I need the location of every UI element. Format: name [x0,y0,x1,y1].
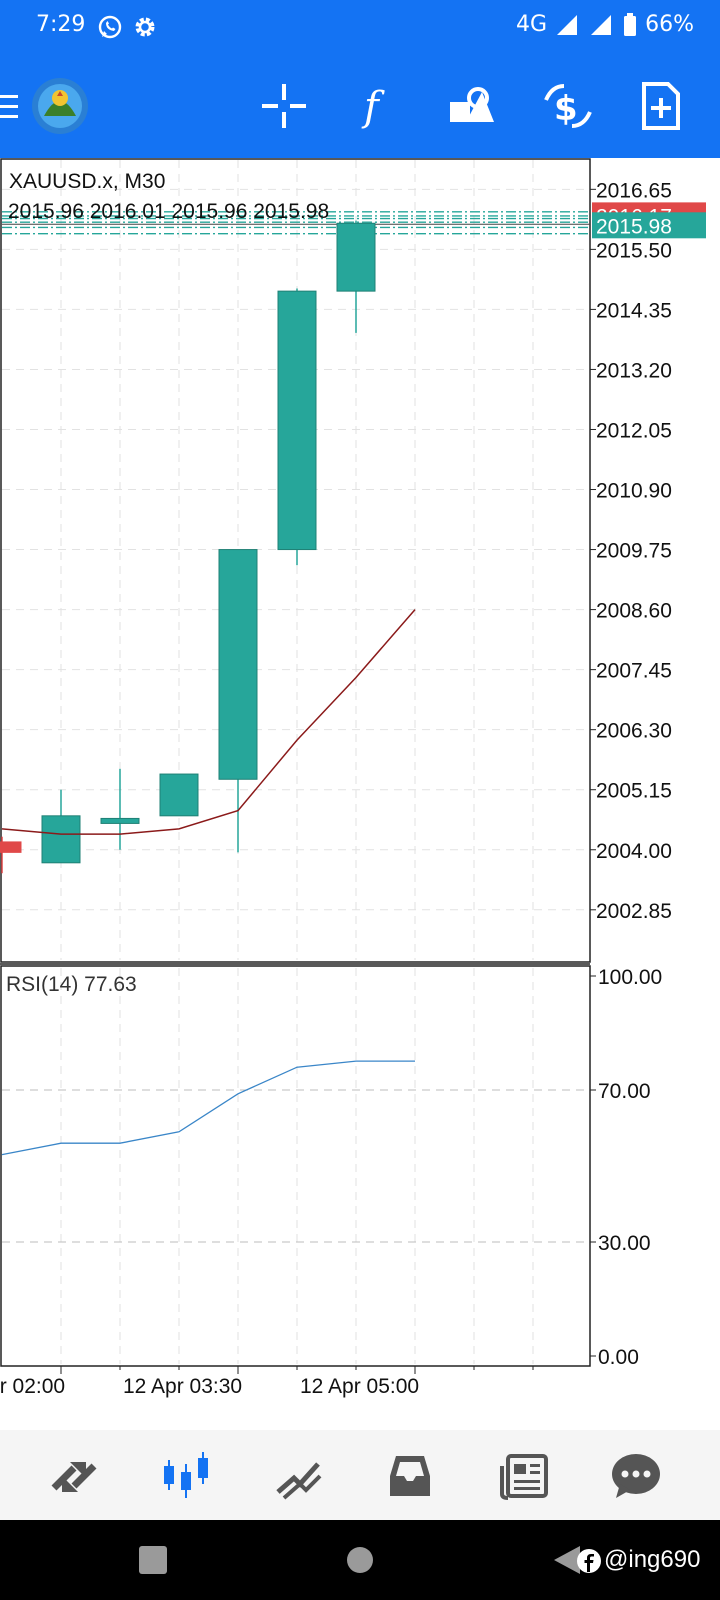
menu-icon[interactable] [0,92,20,122]
price-tick-label: 2014.35 [596,299,672,322]
messages-icon[interactable] [608,1448,664,1504]
svg-text:$: $ [554,89,578,129]
objects-icon[interactable] [444,78,500,134]
watermark: @ing690 [604,1546,701,1573]
rsi-tick-label: 0.00 [598,1346,639,1369]
chart-icon[interactable] [158,1448,214,1504]
candle-body [336,222,376,292]
moving-average-line [1,609,416,835]
ohlc-readout: 2015.96 2016.01 2015.96 2015.98 [8,200,330,223]
svg-text:f: f [361,84,385,130]
history-icon[interactable] [382,1448,438,1504]
price-tick-label: 2006.30 [596,720,672,743]
time-tick-label: 12 Apr 02:00 [0,1375,65,1398]
price-tick-label: 2009.75 [596,540,672,563]
bottom-nav [0,1430,720,1520]
trade-nav-icon[interactable] [270,1448,326,1504]
indicators-icon[interactable]: f [350,78,406,134]
signal-icon [557,14,578,35]
app-logo-icon[interactable] [30,76,90,136]
new-order-icon[interactable] [632,78,688,134]
rsi-line [1,1060,415,1156]
news-icon[interactable] [496,1448,552,1504]
price-tick-label: 2010.90 [596,480,672,503]
price-tick-label: 2013.20 [596,359,672,382]
status-right: 4G 66% [516,12,694,37]
back-button[interactable] [552,1544,582,1576]
price-tick-label: 2016.65 [596,179,672,202]
symbol-title: XAUUSD.x, M30 [9,170,166,193]
price-chart[interactable]: 2016.65 2015.50 2014.35 2013.20 2012.05 2010.… [0,158,720,1430]
candle-body [41,815,81,864]
price-tick-label: 2002.85 [596,900,672,923]
rsi-label: RSI(14) 77.63 [6,973,137,996]
network-type: 4G [516,12,548,37]
rsi-tick-label: 100.00 [598,966,662,989]
trade-icon[interactable]: $ [540,78,596,134]
price-tick-label: 2012.05 [596,419,672,442]
chart-area[interactable]: 2016.65 2015.50 2014.35 2013.20 2012.05 2010.… [0,158,720,1430]
candle-body [100,817,140,824]
bid-price-badge [592,212,706,239]
time-tick-label: 12 Apr 05:00 [300,1375,419,1398]
signal-icon-2 [591,14,612,35]
bid-price-label: 2015.98 [596,215,672,238]
time-tick-label: 12 Apr 03:30 [123,1375,242,1398]
battery-level: 66% [645,12,694,37]
price-tick-label: 2005.15 [596,780,672,803]
price-tick-label: 2007.45 [596,660,672,683]
system-nav-bar: @ing690 [0,1520,720,1600]
rsi-pane-frame [0,965,591,1367]
main-pane-frame [0,158,591,963]
battery-icon [624,12,637,36]
price-tick-label: 2015.50 [596,239,672,262]
whatsapp-icon [98,15,122,39]
quotes-icon[interactable] [46,1448,102,1504]
status-bar: 7:29 4G 66% [0,0,720,54]
rsi-tick-label: 30.00 [598,1232,651,1255]
candle-body [277,290,317,551]
home-button[interactable] [347,1547,373,1573]
facebook-icon [577,1549,601,1573]
settings-gear-icon [135,17,155,37]
price-tick-label: 2008.60 [596,600,672,623]
rsi-tick-label: 70.00 [598,1080,651,1103]
recents-button[interactable] [139,1546,167,1574]
candle-body [0,841,22,853]
candle-body [218,549,258,780]
price-tick-label: 2004.00 [596,840,672,863]
status-time: 7:29 [36,12,86,37]
crosshair-icon[interactable] [256,78,312,134]
candle-body [159,773,199,817]
toolbar: f $ [0,54,720,158]
